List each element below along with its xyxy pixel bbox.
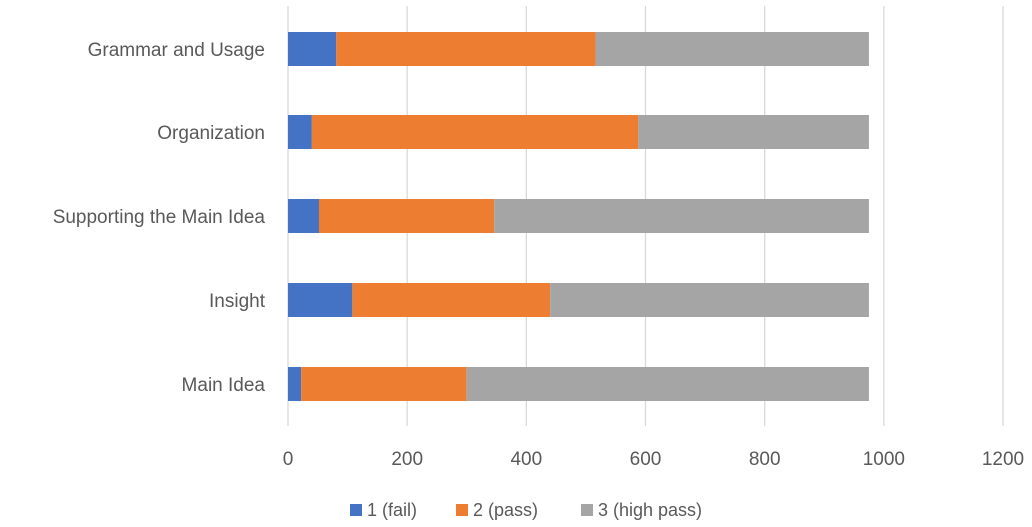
bar-segment <box>466 367 869 401</box>
category-label: Insight <box>209 291 266 312</box>
x-tick-label: 600 <box>630 449 662 470</box>
legend-label: 2 (pass) <box>473 500 538 520</box>
legend-item: 3 (high pass) <box>581 500 702 520</box>
legend-item: 2 (pass) <box>456 500 538 520</box>
bar-segment <box>288 283 353 317</box>
bar-segment <box>288 115 312 149</box>
x-tick-label: 800 <box>749 449 781 470</box>
bar-segment <box>301 367 467 401</box>
x-tick-labels: 0 200 400 600 800 1000 1200 <box>283 449 1024 470</box>
bar-segment <box>550 283 869 317</box>
category-label: Organization <box>157 123 265 144</box>
category-labels: Main Idea Insight Supporting the Main Idea… <box>53 40 266 396</box>
bar-segment <box>595 32 869 66</box>
bar-segment <box>311 115 639 149</box>
bars <box>288 32 869 401</box>
category-label: Supporting the Main Idea <box>53 207 266 228</box>
x-tick-label: 0 <box>283 449 294 470</box>
bar-segment <box>494 199 869 233</box>
legend-swatch <box>350 504 362 516</box>
bar-segment <box>288 32 337 66</box>
bar-segment <box>638 115 869 149</box>
x-tick-label: 1200 <box>982 449 1024 470</box>
bar-segment <box>288 199 319 233</box>
bar-segment <box>318 199 495 233</box>
legend-label: 3 (high pass) <box>598 500 702 520</box>
bar-segment <box>352 283 551 317</box>
bar-segment <box>336 32 596 66</box>
legend-swatch <box>581 504 593 516</box>
x-tick-label: 1000 <box>863 449 905 470</box>
category-label: Grammar and Usage <box>88 40 265 61</box>
x-tick-label: 400 <box>510 449 542 470</box>
legend-item: 1 (fail) <box>350 500 417 520</box>
legend-label: 1 (fail) <box>367 500 417 520</box>
legend-swatch <box>456 504 468 516</box>
legend: 1 (fail) 2 (pass) 3 (high pass) <box>350 500 702 520</box>
bar-segment <box>288 367 302 401</box>
category-label: Main Idea <box>182 375 266 396</box>
x-tick-label: 200 <box>391 449 423 470</box>
